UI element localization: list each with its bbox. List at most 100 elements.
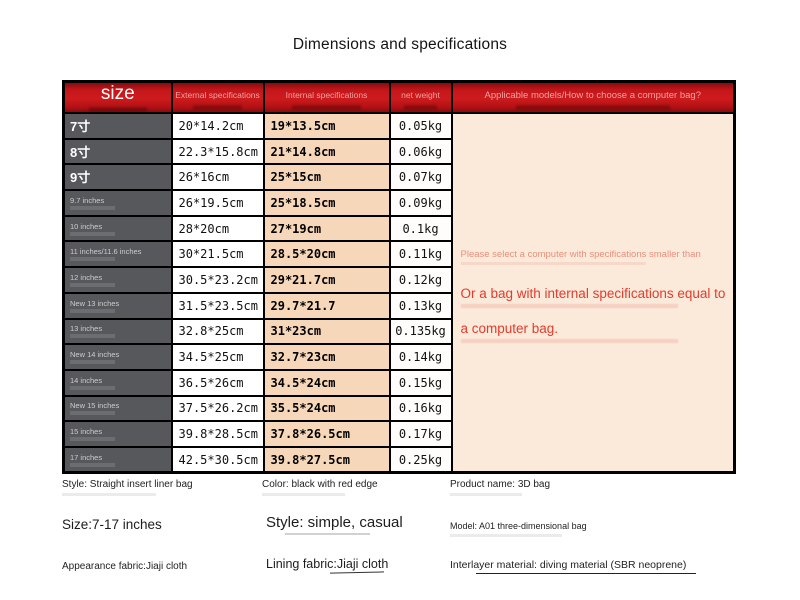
external-spec-cell: 34.5*25cm bbox=[170, 343, 265, 371]
header-internal: Internal specifications bbox=[262, 80, 391, 114]
external-spec-cell: 30.5*23.2cm bbox=[170, 266, 265, 294]
internal-spec-cell: 35.5*24cm bbox=[262, 394, 391, 423]
footer-lining-fabric: Lining fabric:Jiaji cloth bbox=[266, 557, 389, 571]
table-row: New 15 inches 37.5*26.2cm 35.5*24cm 0.16… bbox=[62, 394, 735, 423]
size-label: New 14 inches bbox=[70, 350, 170, 364]
page-title: Dimensions and specifications bbox=[292, 36, 508, 53]
net-weight-cell: 0.12kg bbox=[388, 266, 453, 294]
external-spec-cell: 39.8*28.5cm bbox=[170, 420, 265, 448]
faded-text-smear bbox=[88, 107, 147, 112]
internal-spec-cell: 27*19cm bbox=[262, 214, 391, 243]
header-applicable-models: Applicable models/How to choose a comput… bbox=[450, 80, 736, 114]
external-spec-cell: 37.5*26.2cm bbox=[170, 394, 265, 423]
footer-color: Color: black with red edge bbox=[262, 479, 378, 496]
size-cell: New 13 inches bbox=[62, 291, 173, 320]
external-spec-cell: 30*21.5cm bbox=[170, 240, 265, 269]
header-net-weight: net weight bbox=[388, 80, 453, 114]
header-size-label: size bbox=[100, 83, 135, 104]
table-row: 9.7 inches 26*19.5cm 25*18.5cm 0.09kg bbox=[62, 189, 735, 217]
table-row: 13 inches 32.8*25cm 31*23cm 0.135kg bbox=[62, 317, 735, 346]
advice-note-small: Please select a computer with specificat… bbox=[461, 249, 726, 265]
external-spec-cell: 28*20cm bbox=[170, 214, 265, 243]
external-spec-cell: 22.3*15.8cm bbox=[170, 137, 265, 166]
external-spec-cell: 36.5*26cm bbox=[170, 368, 265, 397]
header-external: External specifications bbox=[170, 80, 265, 114]
net-weight-cell: 0.05kg bbox=[388, 112, 453, 140]
header-external-label: External specifications bbox=[175, 90, 260, 100]
table-row: 14 inches 36.5*26cm 34.5*24cm 0.15kg bbox=[62, 368, 735, 397]
size-cell: 14 inches bbox=[62, 368, 173, 397]
net-weight-cell: 0.14kg bbox=[388, 343, 453, 371]
footer-appearance-fabric: Appearance fabric:Jiaji cloth bbox=[62, 561, 188, 572]
internal-spec-cell: 37.8*26.5cm bbox=[262, 420, 391, 448]
header-size: size bbox=[62, 80, 173, 114]
size-cell: 13 inches bbox=[62, 317, 173, 346]
header-applicable-models-label: Applicable models/How to choose a comput… bbox=[484, 90, 701, 101]
internal-spec-cell: 32.7*23cm bbox=[262, 343, 391, 371]
spec-table: size External specifications Internal sp… bbox=[62, 80, 736, 475]
advice-note-large-2: a computer bag. bbox=[461, 321, 726, 343]
size-label: 14 inches bbox=[70, 376, 170, 390]
size-label: 13 inches bbox=[70, 324, 170, 338]
spec-table-wrap: size External specifications Internal sp… bbox=[62, 80, 736, 475]
net-weight-cell: 0.11kg bbox=[388, 240, 453, 269]
header-row: size External specifications Internal sp… bbox=[62, 80, 736, 114]
advice-note-large-1: Or a bag with internal specifications eq… bbox=[461, 286, 726, 308]
footer-model: Model: A01 three-dimensional bag bbox=[450, 521, 587, 537]
size-cell: 9寸 bbox=[62, 163, 173, 192]
faded-text-smear bbox=[404, 105, 437, 110]
net-weight-cell: 0.16kg bbox=[388, 394, 453, 423]
footer-style-casual: Style: simple, casual bbox=[266, 514, 403, 535]
net-weight-cell: 0.1kg bbox=[388, 214, 453, 243]
net-weight-cell: 0.135kg bbox=[388, 317, 453, 346]
faded-text-smear bbox=[292, 105, 361, 110]
size-cell: 9.7 inches bbox=[62, 189, 173, 217]
table-row: 17 inches 42.5*30.5cm 39.8*27.5cm 0.25kg bbox=[62, 445, 735, 474]
external-spec-cell: 31.5*23.5cm bbox=[170, 291, 265, 320]
net-weight-cell: 0.07kg bbox=[388, 163, 453, 192]
size-label: 7寸 bbox=[70, 118, 91, 134]
external-spec-cell: 20*14.2cm bbox=[170, 112, 265, 140]
size-label: New 13 inches bbox=[70, 299, 170, 313]
size-label: 10 inches bbox=[70, 222, 170, 236]
external-spec-cell: 26*19.5cm bbox=[170, 189, 265, 217]
internal-spec-cell: 21*14.8cm bbox=[262, 137, 391, 166]
internal-spec-cell: 31*23cm bbox=[262, 317, 391, 346]
size-label: 15 inches bbox=[70, 427, 170, 441]
table-row: 11 inches/11.6 inches 30*21.5cm 28.5*20c… bbox=[62, 240, 735, 269]
footer-interlayer-material: Interlayer material: diving material (SB… bbox=[450, 559, 686, 574]
table-row: 15 inches 39.8*28.5cm 37.8*26.5cm 0.17kg bbox=[62, 420, 735, 448]
internal-spec-cell: 25*18.5cm bbox=[262, 189, 391, 217]
table-row: 10 inches 28*20cm 27*19cm 0.1kg bbox=[62, 214, 735, 243]
size-cell: New 15 inches bbox=[62, 394, 173, 423]
external-spec-cell: 42.5*30.5cm bbox=[170, 445, 265, 474]
size-label: New 15 inches bbox=[70, 401, 170, 415]
size-label: 11 inches/11.6 inches bbox=[70, 247, 170, 261]
net-weight-cell: 0.15kg bbox=[388, 368, 453, 397]
size-label: 17 inches bbox=[70, 453, 170, 467]
external-spec-cell: 32.8*25cm bbox=[170, 317, 265, 346]
size-cell: 11 inches/11.6 inches bbox=[62, 240, 173, 269]
net-weight-cell: 0.25kg bbox=[388, 445, 453, 474]
table-row: 12 inches 30.5*23.2cm 29*21.7cm 0.12kg bbox=[62, 266, 735, 294]
size-label: 9寸 bbox=[70, 170, 91, 186]
net-weight-cell: 0.09kg bbox=[388, 189, 453, 217]
net-weight-cell: 0.17kg bbox=[388, 420, 453, 448]
net-weight-cell: 0.06kg bbox=[388, 137, 453, 166]
size-cell: 12 inches bbox=[62, 266, 173, 294]
external-spec-cell: 26*16cm bbox=[170, 163, 265, 192]
size-cell: 15 inches bbox=[62, 420, 173, 448]
spec-table-body: 7寸 20*14.2cm 19*13.5cm 0.05kg Please sel… bbox=[62, 112, 736, 474]
footer-size-range: Size:7-17 inches bbox=[62, 517, 162, 532]
internal-spec-cell: 34.5*24cm bbox=[262, 368, 391, 397]
table-row: 7寸 20*14.2cm 19*13.5cm 0.05kg Please sel… bbox=[62, 112, 736, 474]
faded-text-smear bbox=[192, 105, 243, 110]
header-net-weight-label: net weight bbox=[401, 90, 440, 100]
size-label: 9.7 inches bbox=[70, 196, 170, 210]
net-weight-cell: 0.13kg bbox=[388, 291, 453, 320]
size-cell: 7寸 bbox=[62, 112, 173, 140]
table-row: New 13 inches 31.5*23.5cm 29.7*21.7 0.13… bbox=[62, 291, 735, 320]
size-label: 8寸 bbox=[70, 144, 91, 160]
table-row: 9寸 26*16cm 25*15cm 0.07kg bbox=[62, 163, 735, 192]
header-internal-label: Internal specifications bbox=[285, 90, 368, 100]
